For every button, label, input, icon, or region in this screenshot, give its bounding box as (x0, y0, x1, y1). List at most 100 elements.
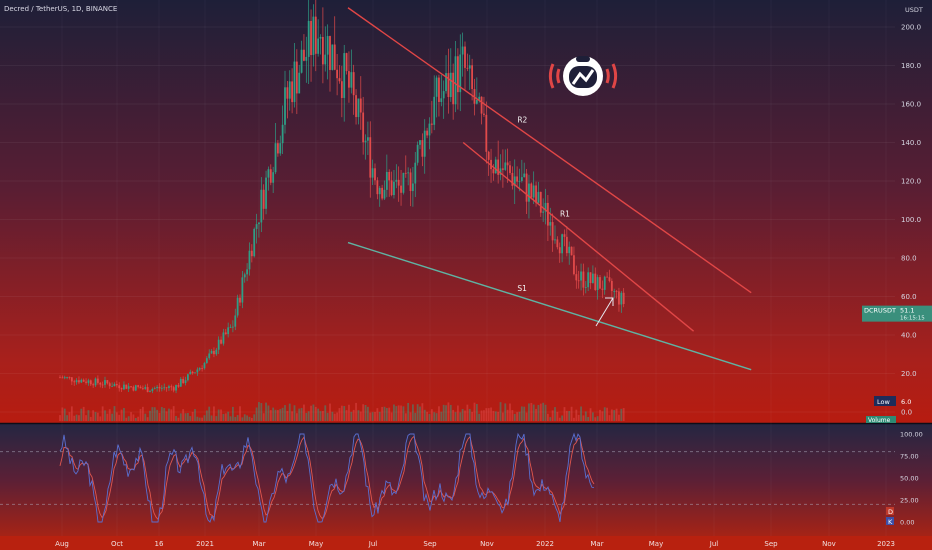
candle-body (374, 168, 376, 181)
candle-body (561, 234, 564, 254)
candle-body (59, 377, 61, 379)
candle-body (78, 380, 80, 383)
candle-body (236, 297, 239, 316)
candle-body (276, 143, 279, 154)
volume-bar (404, 413, 407, 421)
candle-body (501, 168, 504, 170)
volume-bar (321, 411, 324, 421)
volume-bar (558, 417, 561, 421)
candle-body (610, 280, 613, 291)
candle-body (260, 189, 263, 223)
volume-bar (194, 409, 196, 421)
candle-body (544, 202, 547, 212)
volume-bar (454, 412, 457, 421)
volume-bar (591, 412, 594, 421)
volume-bar (217, 409, 220, 421)
trendline-r2 (347, 7, 752, 294)
trendline-label: S1 (517, 284, 527, 293)
candle-body (113, 383, 116, 387)
volume-bar (480, 410, 483, 421)
volume-bar (400, 405, 402, 421)
trendlines: R2 R1 S1 (347, 7, 752, 371)
candle-body (241, 277, 244, 303)
candle-body (153, 388, 156, 389)
candle-body (281, 124, 284, 144)
volume-bar (220, 409, 222, 421)
time-tick-label: Sep (764, 540, 778, 548)
volume-bar (132, 414, 135, 421)
candle-body (411, 183, 414, 192)
volume-bar (255, 407, 258, 421)
candle-body (345, 53, 348, 72)
candle-body (383, 189, 386, 199)
volume-bar (317, 408, 320, 421)
candle-body (182, 378, 185, 384)
volume-bar (175, 415, 177, 421)
volume-bar (426, 411, 429, 421)
candle-body (497, 159, 500, 175)
candle-body (120, 388, 123, 390)
volume-bar (535, 408, 537, 421)
volume-bar (87, 410, 90, 421)
candle-body (459, 54, 462, 93)
candle-body (194, 372, 196, 374)
volume-bar (345, 410, 348, 421)
volume-bar (286, 410, 289, 421)
candle-body (407, 172, 410, 174)
candle-body (357, 98, 360, 118)
candle-body (274, 143, 277, 173)
candle-body (554, 239, 556, 241)
volume-bar (419, 406, 421, 421)
candle-body (326, 36, 329, 55)
osc-tick-label: 50.00 (900, 475, 919, 483)
volume-bar (198, 417, 201, 421)
volume-bar (388, 407, 391, 421)
candle-body (250, 250, 253, 257)
symbol-title[interactable]: Decred / TetherUS, 1D, BINANCE (4, 5, 118, 13)
volume-bar (542, 402, 545, 421)
candle-body (265, 177, 267, 209)
candle-body (575, 274, 578, 281)
volume-bar (589, 408, 592, 421)
volume-bar (577, 414, 580, 421)
volume-bar (68, 412, 71, 421)
osc-tick-label: 75.00 (900, 453, 919, 461)
stochastic-oscillator (0, 432, 895, 523)
candle-body (565, 236, 568, 254)
volume-bar (473, 402, 476, 421)
candle-body (203, 362, 206, 369)
candle-body (558, 247, 561, 254)
projection-arrow-head (605, 297, 614, 306)
candle-body (243, 274, 246, 278)
volume-bar (364, 404, 367, 421)
candle-body (546, 202, 549, 226)
volume-bar (428, 413, 431, 421)
candle-body (179, 378, 182, 387)
candle-body (397, 179, 400, 186)
volume-bar (371, 412, 374, 421)
price-pane-bg (0, 0, 932, 423)
volume-bar (80, 408, 83, 421)
candle-body (395, 179, 398, 182)
candle-body (423, 130, 426, 157)
volume-bar (108, 409, 111, 421)
candle-body (620, 292, 623, 305)
candle-body (511, 172, 514, 186)
candle-body (220, 339, 222, 344)
candle-body (139, 386, 142, 389)
candle-body (317, 38, 320, 54)
volume-bar (516, 412, 519, 421)
candle-body (456, 56, 459, 93)
candle-body (419, 140, 421, 145)
candle-body (528, 183, 530, 202)
candle-body (246, 269, 249, 275)
volume-bar (355, 402, 357, 421)
candle-body (494, 159, 497, 174)
volume-bar (546, 413, 549, 421)
volume-bar (260, 403, 263, 421)
volume-bar (182, 409, 185, 421)
candle-body (144, 387, 147, 389)
candle-body (324, 54, 327, 65)
volume-bar (499, 402, 502, 421)
